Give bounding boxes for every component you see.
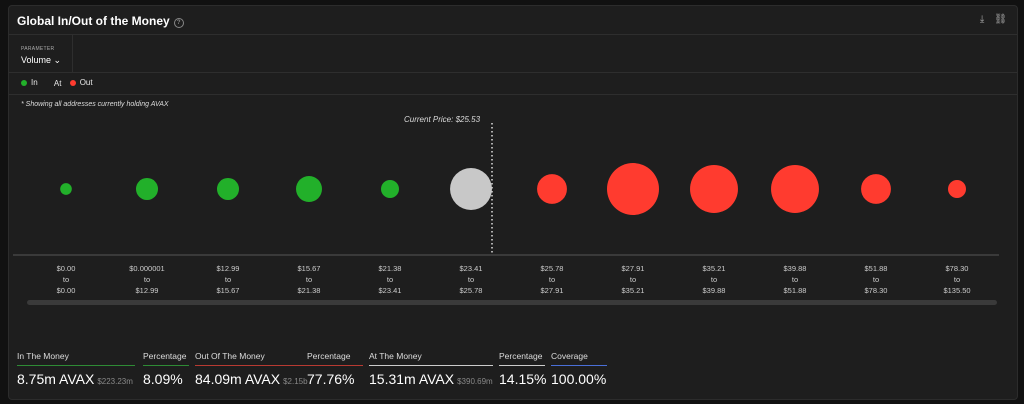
parameter-label: PARAMETER: [21, 46, 55, 52]
bubble-chart: $0.00 to $0.00 $0.000001 to $12.99 $12.99 to $15…: [13, 123, 999, 305]
current-price-label: Current Price: $25.53: [404, 115, 481, 124]
stat-label: Out Of The Money: [195, 351, 307, 366]
stat-3: Percentage 77.76%: [307, 351, 363, 387]
bucket-label: $27.91: [622, 264, 645, 273]
bucket-label: $78.30: [865, 286, 888, 295]
parameter-value[interactable]: Volume ⌄: [21, 55, 62, 65]
stat-value: 8.09%: [143, 371, 183, 387]
stat-usd-value: $2.15b: [283, 377, 308, 386]
stat-4: At The Money 15.31m AVAX $390.69m: [369, 351, 493, 387]
chart-scrollbar[interactable]: [27, 300, 997, 305]
stat-label: Percentage: [143, 351, 189, 366]
bubble-out[interactable]: [861, 174, 891, 204]
stat-label: Percentage: [307, 351, 363, 366]
bucket-label: to: [225, 275, 231, 284]
bucket-label: $15.67: [217, 286, 240, 295]
in-out-money-panel: Global In/Out of the Money? ⤓ ⛓ PARAMETER…: [8, 5, 1018, 400]
bucket-label: $39.88: [784, 264, 807, 273]
in-dot-icon: [21, 80, 27, 86]
bubble-in[interactable]: [135, 177, 159, 201]
holders-note: * Showing all addresses currently holdin…: [21, 101, 169, 108]
question-circle-icon[interactable]: ?: [173, 18, 184, 28]
stat-value: 77.76%: [307, 371, 355, 387]
bucket-label: to: [954, 275, 960, 284]
bubble-at[interactable]: [450, 168, 492, 210]
bucket-label: $39.88: [703, 286, 726, 295]
bubble-out[interactable]: [947, 179, 967, 199]
bucket-label: $23.41: [379, 286, 402, 295]
bucket-label: $25.78: [541, 264, 564, 273]
bucket-label: $135.50: [943, 286, 970, 295]
stat-label: Percentage: [499, 351, 545, 366]
stat-5: Percentage 14.15%: [499, 351, 546, 387]
stat-value: 15.31m AVAX $390.69m: [369, 371, 493, 387]
bucket-label: to: [792, 275, 798, 284]
panel-header: Global In/Out of the Money? ⤓ ⛓: [9, 6, 1017, 35]
bucket-label: $12.99: [136, 286, 159, 295]
bucket-label: to: [144, 275, 150, 284]
stat-value: 8.75m AVAX $223.23m: [17, 371, 133, 387]
bucket-label: $23.41: [460, 264, 483, 273]
stat-1: Percentage 8.09%: [143, 351, 189, 387]
bucket-label: to: [468, 275, 474, 284]
legend: In At Out: [21, 73, 1017, 93]
bucket-label: $27.91: [541, 286, 564, 295]
bubble-out[interactable]: [771, 165, 819, 213]
bucket-label: $35.21: [703, 264, 726, 273]
bubble-out[interactable]: [607, 163, 659, 215]
bubble-in[interactable]: [380, 179, 400, 199]
stat-value: 100.00%: [551, 371, 607, 387]
legend-in[interactable]: In: [21, 73, 38, 93]
bubble-out[interactable]: [537, 174, 567, 204]
stat-label: Coverage: [551, 351, 607, 366]
legend-out[interactable]: Out: [69, 73, 93, 93]
stat-value: 14.15%: [499, 371, 547, 387]
bucket-label: $0.00: [57, 286, 76, 295]
stat-label: At The Money: [369, 351, 493, 366]
bucket-label: $35.21: [622, 286, 645, 295]
bubble-in[interactable]: [60, 183, 72, 195]
out-dot-icon: [69, 80, 76, 86]
stat-value: 84.09m AVAX $2.15b: [195, 371, 308, 387]
stat-usd-value: $223.23m: [97, 377, 133, 386]
bucket-label: $25.78: [460, 286, 483, 295]
stat-0: In The Money 8.75m AVAX $223.23m: [17, 351, 135, 387]
legend-at[interactable]: At: [53, 79, 62, 88]
parameter-row: [72, 35, 1017, 73]
stat-usd-value: $390.69m: [457, 377, 493, 386]
stat-label: In The Money: [17, 351, 135, 366]
bucket-label: to: [306, 275, 312, 284]
chevron-down-icon: ⌄: [53, 55, 62, 65]
stat-2: Out Of The Money 84.09m AVAX $2.15b: [195, 351, 308, 387]
bucket-label: $51.88: [865, 264, 888, 273]
bucket-label: $0.00: [57, 264, 76, 273]
bucket-label: to: [387, 275, 393, 284]
bucket-label: to: [630, 275, 636, 284]
bubble-in[interactable]: [296, 176, 322, 202]
bucket-label: $78.30: [946, 264, 969, 273]
bucket-label: $0.000001: [129, 264, 164, 273]
bucket-label: $21.38: [298, 286, 321, 295]
bubble-out[interactable]: [690, 165, 738, 213]
link-icon[interactable]: ⛓: [994, 14, 1007, 25]
bubble-in[interactable]: [216, 177, 240, 201]
bucket-label: $15.67: [298, 264, 321, 273]
bucket-label: to: [711, 275, 717, 284]
bucket-label: $51.88: [784, 286, 807, 295]
panel-title: Global In/Out of the Money?: [17, 14, 184, 28]
bucket-label: to: [873, 275, 879, 284]
parameter-select[interactable]: PARAMETER Volume ⌄: [9, 35, 73, 73]
stat-6: Coverage 100.00%: [551, 351, 607, 387]
bucket-label: to: [63, 275, 69, 284]
bucket-label: $21.38: [379, 264, 402, 273]
download-icon[interactable]: ⤓: [979, 14, 985, 25]
bucket-label: to: [549, 275, 555, 284]
bucket-label: $12.99: [217, 264, 240, 273]
